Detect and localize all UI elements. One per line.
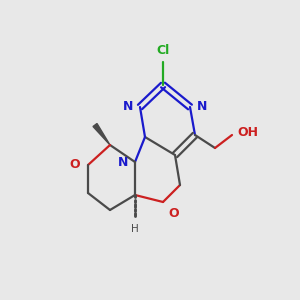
Text: N: N — [123, 100, 133, 113]
Text: O: O — [168, 207, 178, 220]
Text: H: H — [131, 224, 139, 234]
Text: N: N — [118, 157, 128, 169]
Text: N: N — [197, 100, 207, 113]
Text: O: O — [69, 158, 80, 172]
Text: Cl: Cl — [156, 44, 170, 57]
Text: OH: OH — [237, 127, 258, 140]
Polygon shape — [93, 124, 110, 145]
